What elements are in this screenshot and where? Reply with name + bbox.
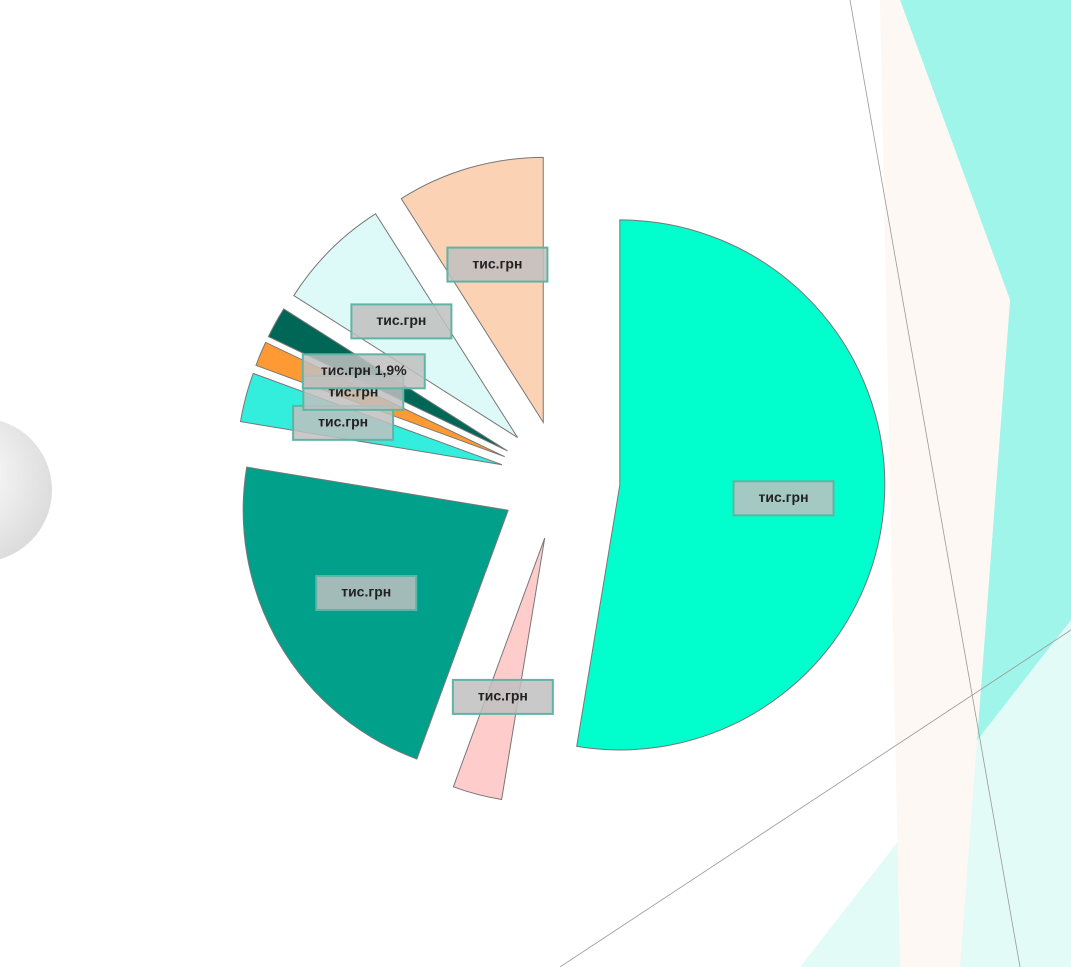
pie-slice	[242, 466, 509, 760]
pie-slice	[400, 156, 544, 425]
data-label-box	[451, 678, 554, 715]
data-label: тис.грн	[759, 489, 809, 505]
data-label: тис.грн	[341, 584, 391, 600]
data-label-box	[446, 246, 549, 283]
data-label: тис.грн	[478, 688, 528, 704]
data-label: тис.грн	[318, 414, 368, 430]
data-label-box	[301, 353, 426, 390]
pie: тис.грн тис.грн тис.грн тис.грн тис.грн тис.г…	[239, 156, 886, 801]
data-label-box	[732, 480, 835, 517]
data-label: тис.грн	[376, 312, 426, 328]
pie-slice	[576, 219, 886, 751]
data-label-box	[315, 574, 418, 611]
pie-slice	[452, 537, 546, 801]
data-label: тис.грн	[472, 255, 522, 271]
data-label-box	[350, 303, 453, 340]
data-label: тис.грн 1,9%	[321, 362, 407, 378]
